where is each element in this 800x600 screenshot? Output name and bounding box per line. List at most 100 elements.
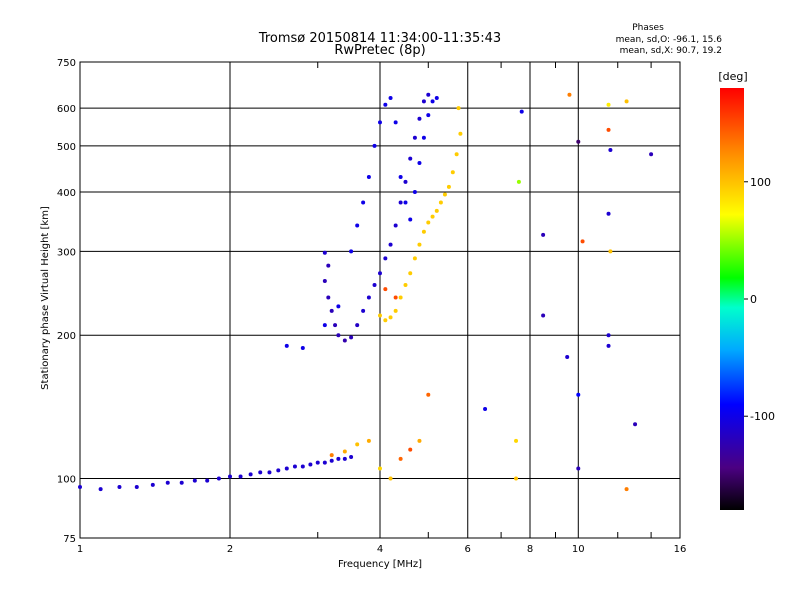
data-point (349, 249, 354, 254)
data-point (624, 487, 629, 492)
data-point (267, 470, 272, 475)
data-point (388, 476, 393, 481)
data-point (421, 135, 426, 140)
data-point (417, 161, 422, 166)
data-point (403, 283, 408, 288)
data-point (336, 456, 341, 461)
data-point (216, 476, 221, 481)
data-point (336, 304, 341, 309)
x-tick-labels: 1 2 4 6 8 10 16 (77, 544, 687, 555)
data-point (417, 438, 422, 443)
data-point (378, 313, 382, 318)
x-tick-label: 8 (527, 544, 533, 555)
data-point (326, 295, 331, 300)
chart-subtitle: RwPretec (8p) (334, 43, 425, 58)
chart-title: Tromsø 20150814 11:34:00-11:35:43 (258, 31, 501, 46)
data-point (98, 487, 103, 492)
data-point (388, 315, 393, 320)
x-tick-label: 2 (227, 544, 233, 555)
data-point (322, 460, 327, 465)
data-point (417, 242, 422, 247)
data-point (342, 449, 347, 454)
data-point (150, 482, 155, 487)
data-point (519, 109, 524, 114)
data-point (383, 102, 388, 107)
data-point (393, 223, 398, 228)
data-point (372, 143, 377, 148)
stats-line-x: mean, sd,X: 90.7, 19.2 (620, 46, 722, 56)
data-point (248, 472, 253, 477)
data-point (576, 139, 581, 144)
data-point (355, 323, 360, 328)
data-point (408, 271, 413, 276)
colorbar-tick-label: 100 (750, 176, 771, 189)
data-point (329, 458, 334, 463)
x-tick-label: 4 (377, 544, 383, 555)
data-point (606, 211, 611, 216)
data-point (315, 460, 320, 465)
y-tick-label: 750 (57, 58, 76, 69)
data-point (421, 99, 426, 104)
data-point (355, 223, 360, 228)
data-point (421, 229, 426, 234)
data-point (333, 323, 338, 328)
data-point (292, 464, 297, 469)
data-point (516, 179, 521, 184)
data-point (514, 438, 519, 443)
data-point (541, 232, 546, 237)
data-point (541, 313, 546, 318)
data-point (434, 96, 439, 101)
y-tick-label: 500 (57, 142, 76, 153)
data-point (450, 170, 455, 175)
data-point (372, 283, 377, 288)
data-point (117, 484, 122, 489)
data-point (308, 462, 313, 467)
data-point (388, 242, 393, 247)
data-point (322, 250, 327, 255)
data-point (383, 256, 388, 261)
data-point (403, 179, 408, 184)
colorbar-label: [deg] (718, 70, 747, 83)
data-point (454, 152, 459, 157)
data-point (403, 200, 408, 205)
data-point (458, 131, 463, 136)
y-axis-label: Stationary phase Virtual Height [km] (40, 206, 51, 390)
data-point (398, 174, 403, 179)
data-point (393, 295, 398, 300)
data-point (329, 453, 334, 458)
x-axis-label: Frequency [MHz] (338, 559, 422, 570)
data-point (383, 318, 388, 323)
data-point (378, 466, 382, 471)
x-tick-label: 16 (674, 544, 687, 555)
data-point (366, 295, 371, 300)
data-point (336, 333, 341, 338)
y-tick-label: 75 (63, 534, 76, 545)
data-point (434, 208, 439, 213)
data-point (355, 442, 360, 447)
y-tick-labels: 75 100 200 300 400 500 600 750 (57, 58, 76, 545)
data-point (205, 478, 210, 483)
data-point (426, 113, 431, 118)
x-tick-label: 1 (77, 544, 83, 555)
data-point (134, 484, 139, 489)
data-point (238, 474, 243, 479)
data-point (483, 406, 488, 411)
data-point (361, 308, 366, 313)
data-point (565, 355, 570, 360)
data-point (576, 466, 581, 471)
data-point (633, 422, 638, 427)
data-point (383, 287, 388, 292)
data-point (342, 456, 347, 461)
data-point (567, 92, 572, 97)
data-point (408, 217, 413, 222)
data-point (258, 470, 263, 475)
data-point (608, 147, 613, 152)
data-point (322, 279, 327, 284)
data-point (442, 192, 447, 197)
data-point (606, 127, 611, 132)
y-tick-label: 200 (57, 331, 76, 342)
data-point (412, 256, 417, 261)
data-point (349, 454, 354, 459)
data-point (624, 99, 629, 104)
